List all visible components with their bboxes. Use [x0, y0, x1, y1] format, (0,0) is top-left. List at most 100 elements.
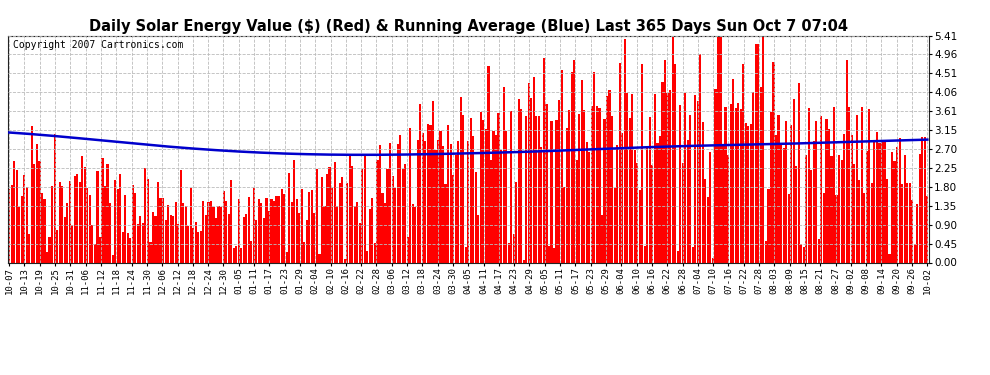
Bar [485, 129, 487, 262]
Bar [621, 133, 624, 262]
Bar [886, 179, 888, 262]
Bar [785, 120, 787, 262]
Bar [883, 142, 885, 262]
Bar [243, 216, 245, 262]
Bar [18, 207, 21, 262]
Bar [676, 251, 679, 262]
Bar [218, 207, 220, 262]
Bar [619, 63, 621, 262]
Bar [430, 125, 432, 262]
Bar [376, 160, 378, 262]
Bar [586, 142, 588, 262]
Bar [871, 183, 873, 262]
Bar [132, 184, 134, 262]
Bar [13, 161, 15, 262]
Bar [558, 100, 560, 262]
Bar [922, 137, 924, 262]
Bar [63, 217, 65, 262]
Bar [515, 182, 517, 262]
Bar [505, 131, 507, 262]
Bar [89, 195, 91, 262]
Bar [782, 148, 785, 262]
Bar [36, 144, 38, 262]
Bar [568, 110, 570, 262]
Bar [358, 223, 361, 262]
Bar [389, 143, 391, 262]
Bar [386, 168, 389, 262]
Bar [270, 200, 272, 262]
Bar [447, 125, 449, 262]
Bar [692, 247, 694, 262]
Bar [278, 196, 280, 262]
Bar [503, 87, 505, 262]
Bar [397, 144, 399, 262]
Bar [104, 186, 106, 262]
Bar [848, 107, 850, 262]
Bar [513, 234, 515, 262]
Bar [381, 193, 383, 262]
Bar [296, 199, 298, 262]
Bar [528, 83, 530, 262]
Bar [51, 186, 53, 262]
Bar [798, 83, 800, 262]
Bar [727, 155, 730, 262]
Bar [639, 190, 641, 262]
Bar [379, 145, 381, 262]
Bar [730, 104, 732, 262]
Bar [348, 156, 350, 262]
Bar [632, 93, 634, 262]
Bar [66, 203, 68, 262]
Bar [919, 154, 921, 262]
Bar [762, 36, 764, 262]
Bar [808, 108, 810, 262]
Bar [449, 144, 451, 262]
Bar [440, 131, 442, 262]
Bar [205, 215, 207, 262]
Bar [195, 222, 197, 262]
Bar [56, 230, 58, 262]
Bar [765, 242, 767, 262]
Bar [252, 188, 255, 262]
Bar [666, 93, 668, 262]
Bar [257, 200, 260, 262]
Bar [720, 36, 722, 262]
Bar [135, 193, 137, 262]
Bar [543, 58, 545, 262]
Bar [369, 209, 371, 262]
Bar [73, 176, 76, 262]
Bar [137, 224, 139, 262]
Bar [634, 150, 636, 262]
Bar [313, 213, 316, 262]
Bar [744, 123, 746, 262]
Bar [629, 118, 631, 262]
Bar [425, 141, 427, 262]
Bar [238, 199, 240, 262]
Bar [363, 156, 366, 262]
Bar [306, 220, 308, 262]
Bar [916, 204, 919, 262]
Bar [288, 173, 290, 262]
Bar [213, 207, 215, 262]
Bar [11, 185, 13, 262]
Bar [301, 189, 303, 262]
Bar [169, 215, 171, 262]
Bar [710, 152, 712, 262]
Bar [107, 164, 109, 262]
Bar [417, 140, 419, 262]
Bar [855, 115, 857, 262]
Bar [127, 233, 129, 262]
Bar [894, 161, 896, 262]
Bar [101, 158, 104, 262]
Bar [142, 223, 144, 262]
Bar [225, 201, 227, 262]
Bar [129, 238, 132, 262]
Bar [707, 197, 709, 262]
Bar [84, 167, 86, 262]
Bar [841, 159, 842, 262]
Bar [81, 156, 83, 262]
Bar [34, 164, 36, 262]
Bar [157, 182, 159, 262]
Bar [329, 168, 331, 262]
Bar [351, 166, 353, 262]
Bar [326, 174, 328, 262]
